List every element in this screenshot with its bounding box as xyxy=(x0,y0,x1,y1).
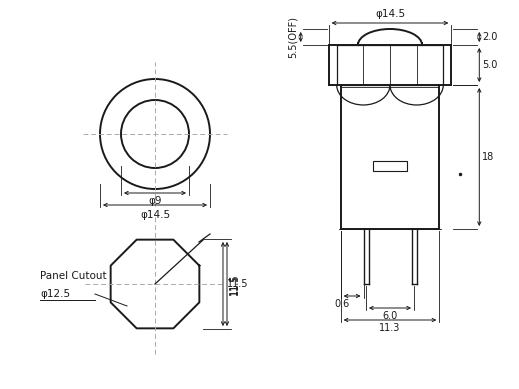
Text: 5.0: 5.0 xyxy=(482,60,498,70)
Text: 2.0: 2.0 xyxy=(482,32,498,42)
Text: φ14.5: φ14.5 xyxy=(375,9,405,19)
Text: φ14.5: φ14.5 xyxy=(140,210,170,220)
Text: Panel Cutout: Panel Cutout xyxy=(40,271,106,281)
Text: 5.5(OFF): 5.5(OFF) xyxy=(288,16,298,58)
Text: φ9: φ9 xyxy=(148,196,162,206)
Text: 11.5: 11.5 xyxy=(229,273,239,295)
Bar xyxy=(373,161,407,172)
Text: φ12.5: φ12.5 xyxy=(40,289,70,299)
Text: 11.5: 11.5 xyxy=(230,273,240,295)
Text: 6.0: 6.0 xyxy=(383,311,398,321)
Text: 0.6: 0.6 xyxy=(334,299,350,309)
Text: 11.5: 11.5 xyxy=(227,279,249,289)
Text: 11.3: 11.3 xyxy=(379,323,401,333)
Text: 18: 18 xyxy=(482,152,495,162)
